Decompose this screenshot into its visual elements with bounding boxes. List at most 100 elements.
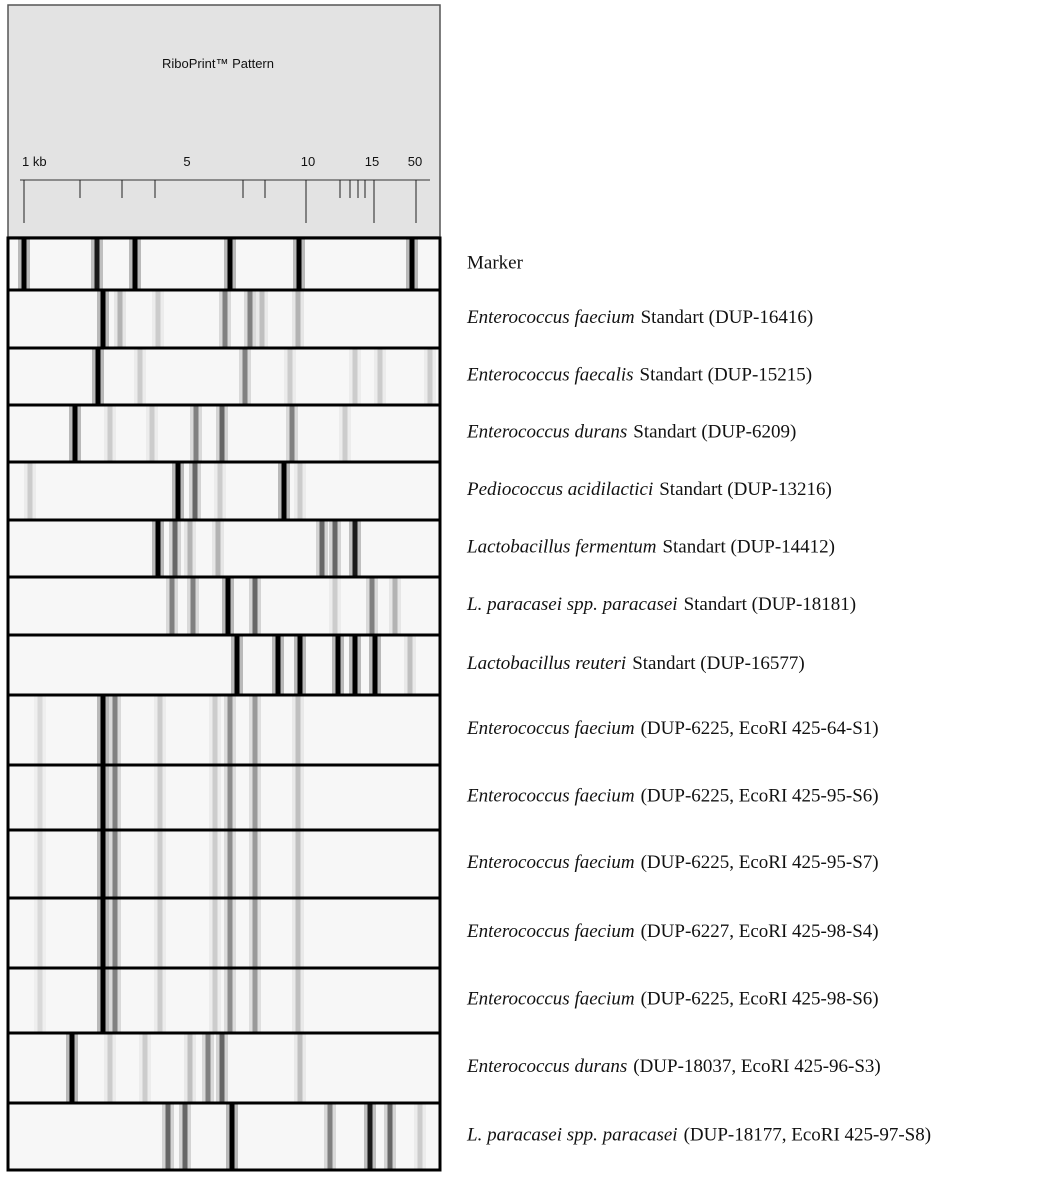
band (296, 765, 301, 830)
row-label: Enterococcus duransStandart (DUP-6209) (466, 422, 796, 443)
band (216, 520, 221, 577)
strain-detail: Standart (DUP-13216) (659, 479, 832, 500)
strain-detail: Standart (DUP-16577) (632, 653, 805, 674)
band (113, 695, 118, 765)
scale-label: 10 (301, 154, 315, 169)
band (188, 520, 193, 577)
band (393, 577, 398, 635)
band (206, 1033, 211, 1103)
band (156, 520, 161, 577)
band (223, 290, 228, 348)
band (328, 1103, 333, 1170)
band (220, 1033, 225, 1103)
band (290, 405, 295, 462)
band (22, 238, 27, 290)
species-name: Enterococcus faecium (466, 786, 635, 807)
band (158, 695, 163, 765)
band (28, 462, 33, 520)
species-name: Enterococcus faecium (466, 989, 635, 1010)
band (298, 1033, 303, 1103)
band (336, 635, 341, 695)
band (166, 1103, 171, 1170)
strain-detail: (DUP-6227, EcoRI 425-98-S4) (641, 921, 879, 942)
row-label: Enterococcus faecium(DUP-6225, EcoRI 425… (466, 786, 879, 807)
row-label: L. paracasei spp. paracasei(DUP-18177, E… (466, 1125, 931, 1146)
species-name: Enterococcus durans (466, 422, 627, 443)
band (368, 1103, 373, 1170)
band (296, 968, 301, 1033)
strain-detail: (DUP-6225, EcoRI 425-98-S6) (641, 989, 879, 1010)
band (213, 830, 218, 898)
row-label: Marker (467, 252, 524, 273)
band (228, 695, 233, 765)
species-name: L. paracasei spp. paracasei (466, 594, 678, 615)
row-label: Enterococcus faecalisStandart (DUP-15215… (466, 365, 812, 386)
band (101, 765, 106, 830)
band (158, 765, 163, 830)
band (228, 238, 233, 290)
band (156, 290, 161, 348)
band (320, 520, 325, 577)
band (113, 830, 118, 898)
band (158, 830, 163, 898)
band (253, 968, 258, 1033)
strain-detail: Standart (DUP-16416) (641, 307, 814, 328)
species-name: Enterococcus faecium (466, 852, 635, 873)
band (248, 290, 253, 348)
band (296, 695, 301, 765)
band (176, 462, 181, 520)
band (296, 830, 301, 898)
band (253, 898, 258, 968)
species-name: Enterococcus faecium (466, 921, 635, 942)
band (158, 898, 163, 968)
band (191, 577, 196, 635)
band (253, 695, 258, 765)
band (276, 635, 281, 695)
species-name: Enterococcus durans (466, 1056, 627, 1077)
band (38, 695, 43, 765)
band (194, 405, 199, 462)
row-label: Enterococcus faecium (DUP-6225, EcoRI 425… (466, 989, 879, 1010)
band (333, 577, 338, 635)
band (230, 1103, 235, 1170)
band (38, 968, 43, 1033)
band (158, 968, 163, 1033)
band (388, 1103, 393, 1170)
band (96, 348, 101, 405)
band (282, 462, 287, 520)
band (133, 238, 138, 290)
band (378, 348, 383, 405)
strain-detail: (DUP-6225, EcoRI 425-64-S1) (641, 718, 879, 739)
band (101, 968, 106, 1033)
band (333, 520, 338, 577)
band (220, 405, 225, 462)
band (353, 520, 358, 577)
band (228, 765, 233, 830)
row-label: Enterococcus faecium (DUP-6227, EcoRI 425… (466, 921, 879, 942)
band (70, 1033, 75, 1103)
strain-detail: Standart (DUP-14412) (662, 537, 835, 558)
scale-label: 1 kb (22, 154, 47, 169)
band (188, 1033, 193, 1103)
band (173, 520, 178, 577)
band (228, 830, 233, 898)
band (428, 348, 433, 405)
band (370, 577, 375, 635)
band (296, 898, 301, 968)
band (253, 830, 258, 898)
row-label: Enterococcus faecium(DUP-6225, EcoRI 425… (466, 718, 879, 739)
band (101, 898, 106, 968)
band (113, 765, 118, 830)
band (138, 348, 143, 405)
strain-detail: (DUP-18037, EcoRI 425-96-S3) (633, 1056, 881, 1077)
band (298, 635, 303, 695)
band (38, 898, 43, 968)
species-name: Enterococcus faecalis (466, 365, 634, 386)
species-name: Pediococcus acidilactici (466, 479, 653, 500)
species-name: Lactobacillus fermentum (466, 537, 656, 558)
band (150, 405, 155, 462)
band (213, 968, 218, 1033)
strain-detail: (DUP-18177, EcoRI 425-97-S8) (684, 1125, 932, 1146)
band (228, 968, 233, 1033)
band (353, 348, 358, 405)
